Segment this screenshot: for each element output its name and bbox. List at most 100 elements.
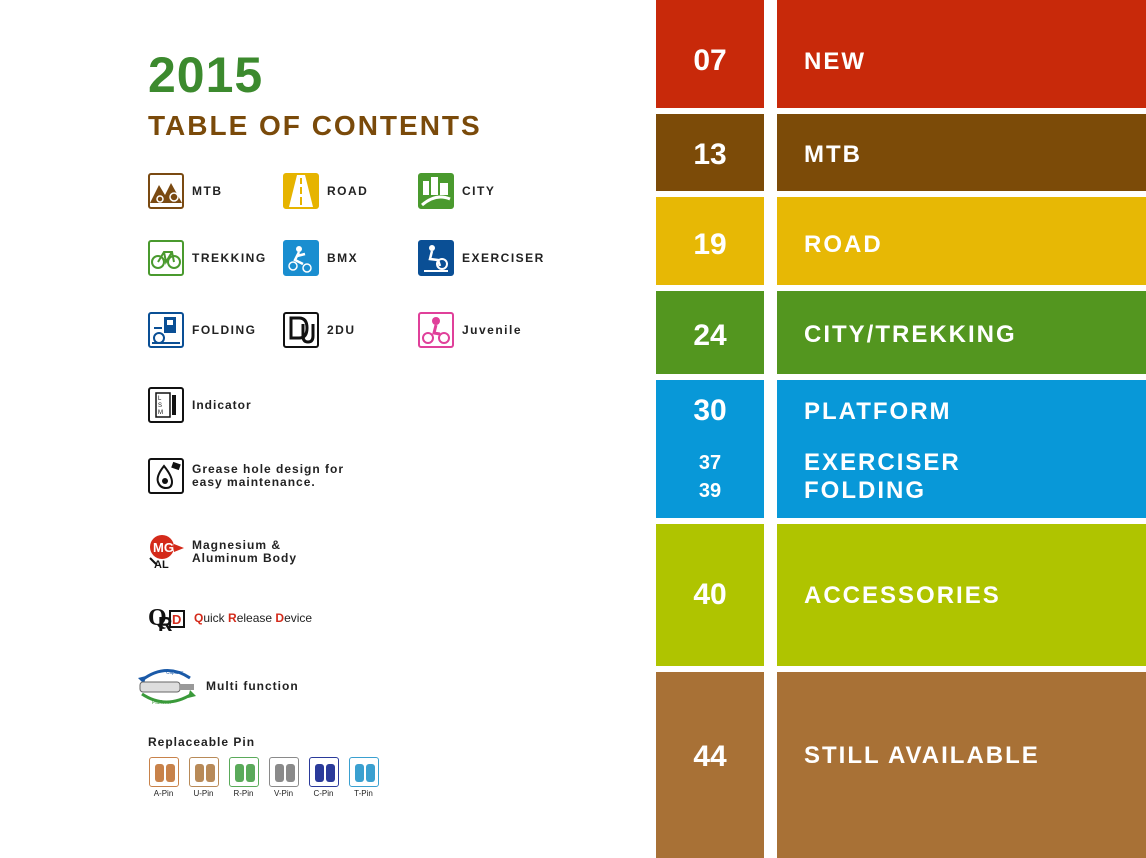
- feature-label: Indicator: [192, 397, 252, 412]
- band-new-page[interactable]: [656, 0, 764, 108]
- section-page-folding: 39: [698, 480, 722, 502]
- section-page-accessories: 40: [693, 578, 727, 611]
- section-title-city-trekking: CITY/TREKKING: [804, 321, 1017, 348]
- section-title-folding: FOLDING: [804, 477, 926, 504]
- feature-label: Grease hole design for easy maintenance.: [192, 463, 344, 489]
- category-trekking: TREKKING: [148, 240, 267, 276]
- feature-grease: Grease hole design for easy maintenance.: [148, 458, 344, 494]
- category-2du: 2DU: [283, 312, 356, 348]
- band-city-page[interactable]: [656, 291, 764, 374]
- grease-line-2: easy maintenance.: [192, 475, 316, 489]
- band-new-title[interactable]: [777, 0, 1146, 108]
- section-page-still-available: 44: [693, 740, 727, 773]
- pin-item: T-Pin: [348, 757, 379, 798]
- category-bmx: BMX: [283, 240, 358, 276]
- qrd-d: D: [275, 610, 285, 625]
- qrd-r: R: [228, 610, 237, 625]
- category-label: CITY: [462, 184, 496, 198]
- category-label: 2DU: [327, 323, 356, 337]
- section-title-exerciser: EXERCISER: [804, 449, 961, 476]
- band-still-available-title[interactable]: [777, 672, 1146, 858]
- exercise-bike-icon: [418, 240, 454, 276]
- band-accessories-title[interactable]: [777, 524, 1146, 666]
- pin-icon: [148, 757, 179, 787]
- multi-clipless-label: Clipless: [166, 670, 184, 676]
- pin-name: C-Pin: [313, 789, 334, 798]
- feature-label: Magnesium & Aluminum Body: [192, 539, 297, 565]
- band-platform-page[interactable]: [656, 380, 764, 518]
- road-icon: [283, 173, 319, 209]
- 2du-logo-icon: [283, 312, 319, 348]
- category-label: Juvenile: [462, 323, 523, 337]
- mountain-icon: [148, 173, 184, 209]
- multi-function-pedal-icon: Clipless Platform: [136, 664, 198, 708]
- band-still-available-page[interactable]: [656, 672, 764, 858]
- page-title: TABLE OF CONTENTS: [148, 110, 482, 141]
- svg-text:M: M: [158, 410, 163, 416]
- mg-line-1: Magnesium &: [192, 538, 282, 552]
- category-road: ROAD: [283, 173, 368, 209]
- section-title-new: NEW: [804, 48, 866, 75]
- section-page-platform: 30: [693, 394, 727, 427]
- section-title-mtb: MTB: [804, 141, 862, 168]
- band-mtb-page[interactable]: [656, 114, 764, 191]
- city-icon: [418, 173, 454, 209]
- section-title-platform: PLATFORM: [804, 398, 952, 425]
- qrd-elease: elease: [236, 610, 276, 625]
- category-label: BMX: [327, 251, 359, 265]
- category-mtb: MTB: [148, 173, 223, 209]
- pin-item: U-Pin: [188, 757, 219, 798]
- band-road-page[interactable]: [656, 197, 764, 285]
- trekking-bike-icon: [148, 240, 184, 276]
- band-road-title[interactable]: [777, 197, 1146, 285]
- category-label: EXERCISER: [462, 251, 545, 265]
- folding-bike-icon: [148, 312, 184, 348]
- section-title-still-available: STILL AVAILABLE: [804, 742, 1040, 769]
- section-page-new: 07: [693, 44, 727, 77]
- grease-line-1: Grease hole design for: [192, 462, 345, 476]
- category-exerciser: EXERCISER: [418, 240, 545, 276]
- svg-text:S: S: [158, 403, 162, 409]
- svg-text:MG: MG: [153, 540, 174, 555]
- category-folding: FOLDING: [148, 312, 257, 348]
- replaceable-pin-title: Replaceable Pin: [148, 735, 256, 749]
- category-label: MTB: [192, 184, 223, 198]
- svg-text:D: D: [172, 612, 181, 627]
- section-page-city-trekking: 24: [693, 319, 727, 352]
- section-page-exerciser: 37: [698, 452, 722, 474]
- feature-magnesium: MG AL Magnesium & Aluminum Body: [148, 534, 297, 571]
- qrd-evice: evice: [284, 610, 313, 625]
- band-platform-title[interactable]: [777, 380, 1146, 518]
- pin-name: R-Pin: [233, 789, 254, 798]
- pin-item: C-Pin: [308, 757, 339, 798]
- qrd-q: Q: [194, 610, 204, 625]
- section-page-mtb: 13: [693, 138, 727, 171]
- svg-text:AL: AL: [154, 559, 169, 570]
- bmx-rider-icon: [283, 240, 319, 276]
- grease-gun-icon: [148, 458, 184, 494]
- mg-line-2: Aluminum Body: [192, 551, 297, 565]
- band-mtb-title[interactable]: [777, 114, 1146, 191]
- pin-item: R-Pin: [228, 757, 259, 798]
- category-label: TREKKING: [192, 251, 267, 265]
- category-label: ROAD: [327, 184, 369, 198]
- pin-name: V-Pin: [273, 789, 294, 798]
- feature-multi-function: Clipless Platform Multi function: [136, 664, 299, 708]
- band-accessories-page[interactable]: [656, 524, 764, 666]
- svg-text:L: L: [158, 396, 162, 402]
- pin-icon: [188, 757, 219, 787]
- year-title: 2015: [148, 47, 264, 103]
- feature-label: Multi function: [206, 678, 299, 693]
- band-city-title[interactable]: [777, 291, 1146, 374]
- pin-item: A-Pin: [148, 757, 179, 798]
- qrd-uick: uick: [203, 610, 229, 625]
- pin-name: T-Pin: [354, 789, 373, 798]
- section-title-accessories: ACCESSORIES: [804, 582, 1001, 609]
- pin-list: A-Pin U-Pin R-Pin V-Pin C-Pin T-Pin: [148, 757, 379, 798]
- category-city: CITY: [418, 173, 495, 209]
- pin-icon: [308, 757, 339, 787]
